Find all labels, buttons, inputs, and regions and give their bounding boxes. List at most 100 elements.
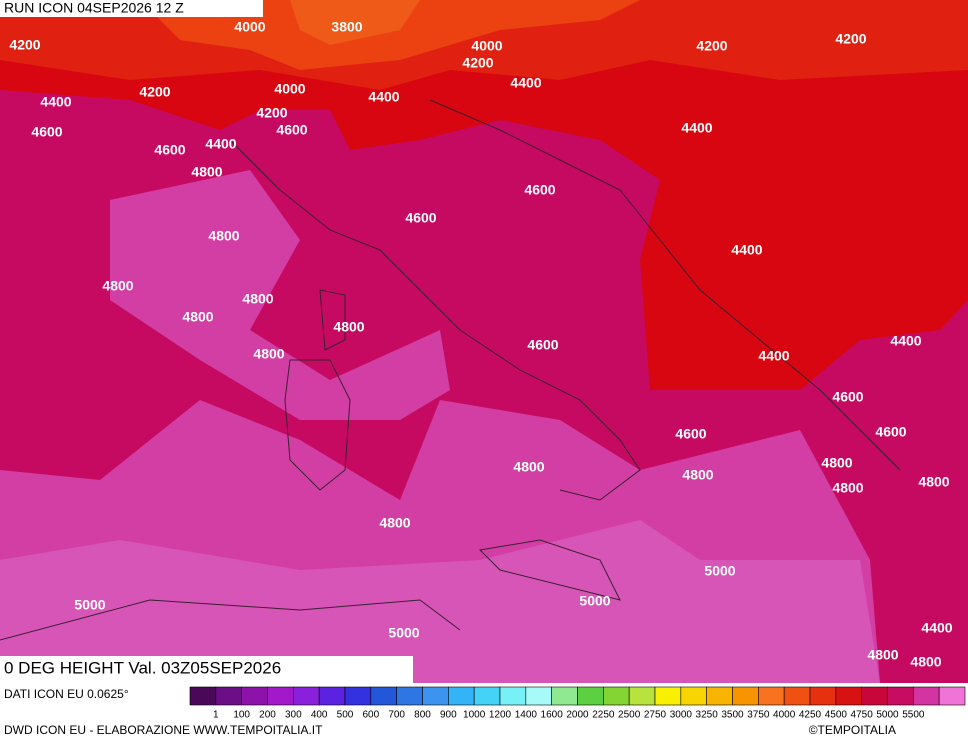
legend-swatch: [318, 686, 346, 706]
legend-swatch: [215, 686, 242, 706]
contour-label: 3800: [331, 19, 362, 35]
legend-label: 4750: [851, 710, 874, 721]
contour-label: 4200: [9, 37, 40, 53]
legend-label: 1200: [489, 710, 512, 721]
zone-4400: [0, 0, 968, 390]
contour-label: 4600: [832, 389, 863, 405]
contour-label: 5000: [388, 625, 419, 641]
contour-label: 4800: [102, 278, 133, 294]
coastlines: [0, 99, 901, 641]
contour-label: 4400: [890, 333, 921, 349]
contour-label: 4600: [405, 210, 436, 226]
legend-label: 1000: [463, 710, 486, 721]
legend-swatch: [189, 686, 217, 706]
contour-label: 4600: [31, 124, 62, 140]
zone-5000: [0, 520, 880, 683]
legend-label: 1400: [515, 710, 538, 721]
legend-label: 2750: [644, 710, 667, 721]
contour-label: 4600: [875, 424, 906, 440]
legend-label: 5500: [902, 710, 925, 721]
contour-label: 4800: [821, 455, 852, 471]
contour-label: 4800: [191, 164, 222, 180]
contour-label: 4200: [462, 55, 493, 71]
contour-label: 4400: [681, 120, 712, 136]
legend-swatch: [344, 686, 372, 706]
contour-label: 4800: [182, 309, 213, 325]
contour-label: 4800: [910, 654, 941, 670]
legend-swatch: [499, 686, 527, 706]
legend-swatch: [654, 686, 682, 706]
contour-label: 4600: [276, 122, 307, 138]
contour-label: 4200: [835, 31, 866, 47]
legend-label: 1: [213, 710, 219, 721]
legend-swatch: [680, 686, 707, 706]
contour-label: 4800: [333, 319, 364, 335]
legend-label: 2500: [618, 710, 641, 721]
legend-swatch: [267, 686, 294, 706]
contour-label: 4800: [208, 228, 239, 244]
legend-swatch: [887, 686, 914, 706]
zone-4800: [110, 170, 450, 420]
legend-label: 3250: [696, 710, 719, 721]
legend-label: 5000: [876, 710, 899, 721]
footer-brand: ©TEMPOITALIA: [809, 723, 896, 737]
legend-label: 300: [285, 710, 302, 721]
legend-label: 1600: [541, 710, 564, 721]
legend-label: 100: [233, 710, 250, 721]
zone-4000: [140, 0, 640, 70]
legend-source: DATI ICON EU 0.0625°: [4, 687, 129, 701]
map: [0, 0, 968, 683]
legend-swatch: [448, 686, 475, 706]
legend-label: 3750: [747, 710, 770, 721]
legend-swatch: [732, 686, 759, 706]
legend-swatch: [758, 686, 785, 706]
legend-label: 2000: [566, 710, 589, 721]
contour-label: 4400: [921, 620, 952, 636]
legend-label: 200: [259, 710, 276, 721]
contour-label: 4800: [867, 647, 898, 663]
contour-label: 4400: [205, 136, 236, 152]
legend-label: 3000: [670, 710, 693, 721]
legend-swatch: [603, 686, 630, 706]
legend-swatch: [293, 686, 320, 706]
contour-label: 4400: [368, 89, 399, 105]
contour-label: 4000: [234, 19, 265, 35]
footer-credit: DWD ICON EU - ELABORAZIONE WWW.TEMPOITAL…: [4, 723, 323, 737]
legend-swatch: [241, 686, 268, 706]
contour-label: 4800: [379, 515, 410, 531]
contour-label: 4800: [832, 480, 863, 496]
run-title: RUN ICON 04SEP2026 12 Z: [4, 0, 184, 16]
contour-label: 4800: [242, 291, 273, 307]
legend-swatch: [938, 686, 966, 706]
field-box: [0, 656, 413, 683]
contour-label: 4800: [513, 459, 544, 475]
contour-label: 4800: [682, 467, 713, 483]
legend-swatch: [396, 686, 423, 706]
legend-swatch: [913, 686, 940, 706]
legend-swatch: [628, 686, 656, 706]
legend-swatch: [525, 686, 552, 706]
legend-label: 900: [440, 710, 457, 721]
legend-label: 4500: [825, 710, 848, 721]
legend-swatch: [861, 686, 888, 706]
contour-label: 4400: [510, 75, 541, 91]
field-title: 0 DEG HEIGHT Val. 03Z05SEP2026: [4, 658, 281, 677]
contour-label: 4000: [471, 38, 502, 54]
legend-label: 3500: [721, 710, 744, 721]
legend-swatch: [551, 686, 578, 706]
legend-swatch: [835, 686, 862, 706]
contour-label: 4200: [256, 105, 287, 121]
zone-3800: [290, 0, 420, 45]
title-box: [0, 0, 263, 17]
contour-label: 4600: [154, 142, 185, 158]
legend-swatch: [422, 686, 449, 706]
contour-label: 4000: [274, 81, 305, 97]
legend-label: 400: [311, 710, 328, 721]
contour-label: 5000: [704, 563, 735, 579]
legend-swatch: [783, 686, 811, 706]
legend-label: 600: [362, 710, 379, 721]
legend-label: 500: [337, 710, 354, 721]
contour-label: 4400: [731, 242, 762, 258]
